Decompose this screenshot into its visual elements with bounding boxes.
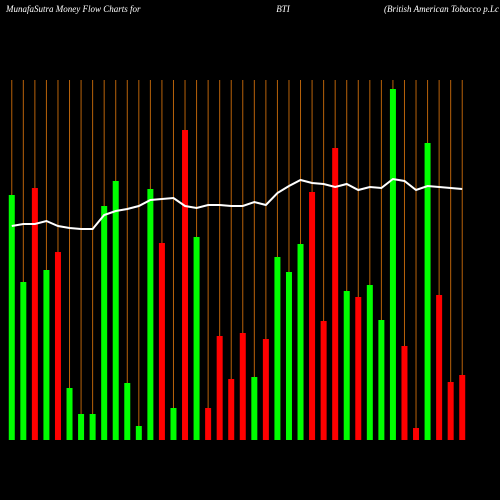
bar xyxy=(182,130,189,440)
bar xyxy=(158,243,165,440)
bar xyxy=(31,188,38,440)
bar xyxy=(216,336,223,440)
bar xyxy=(378,320,385,440)
bar xyxy=(447,382,454,440)
bar xyxy=(193,237,200,440)
bar xyxy=(170,408,177,440)
bar xyxy=(8,195,15,440)
bar xyxy=(147,189,154,440)
bar xyxy=(274,257,281,440)
bar xyxy=(262,339,269,440)
bar xyxy=(228,379,235,440)
bar xyxy=(332,148,339,440)
bar xyxy=(285,272,292,440)
bar xyxy=(54,252,61,440)
bar xyxy=(459,375,466,440)
bar xyxy=(413,428,420,440)
bar xyxy=(309,192,316,440)
ticker: BTI xyxy=(276,4,291,14)
bar xyxy=(239,333,246,440)
bar xyxy=(205,408,212,440)
bar xyxy=(89,414,96,440)
money-flow-line xyxy=(11,177,463,230)
bar xyxy=(401,346,408,440)
bar xyxy=(78,414,85,440)
bar xyxy=(66,388,73,440)
bar xyxy=(343,291,350,440)
bar xyxy=(297,244,304,440)
chart-subtitle: (British American Tobacco p.Lc xyxy=(384,4,499,14)
bar xyxy=(124,383,131,440)
bar xyxy=(112,181,119,440)
bar xyxy=(43,270,50,440)
bar xyxy=(135,426,142,440)
bar xyxy=(366,285,373,440)
bar xyxy=(20,282,27,440)
bar xyxy=(320,321,327,440)
chart-title: MunafaSutra Money Flow Charts for xyxy=(5,4,141,14)
bar xyxy=(355,297,362,440)
bar xyxy=(436,295,443,440)
bar xyxy=(389,89,396,440)
bar xyxy=(101,206,108,440)
bar xyxy=(251,377,258,440)
bar xyxy=(424,143,431,440)
